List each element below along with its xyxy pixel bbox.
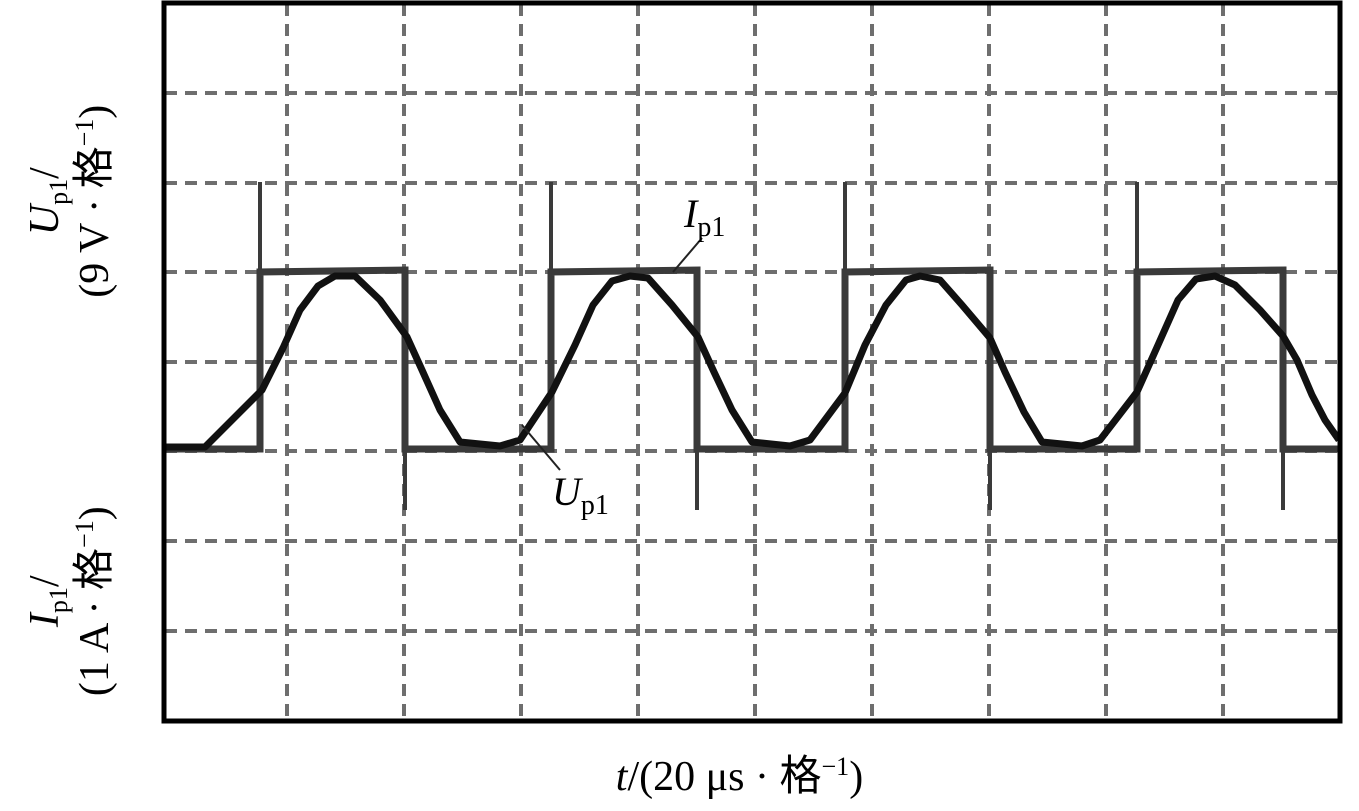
annotation-leaders [521, 237, 703, 471]
y-axis-label-voltage: Up1/ (9 V · 格−1) [21, 104, 119, 298]
x-axis-label: t/(20 μs · 格−1) [615, 752, 864, 800]
current-edge-spikes [258, 182, 1285, 510]
current-trace-ip1 [165, 266, 1339, 453]
plot-frame [161, 0, 1343, 724]
grid [165, 4, 1339, 720]
annotation-up1: Up1 [552, 469, 609, 521]
annotation-ip1: Ip1 [684, 191, 726, 243]
voltage-trace-up1 [165, 272, 1342, 451]
